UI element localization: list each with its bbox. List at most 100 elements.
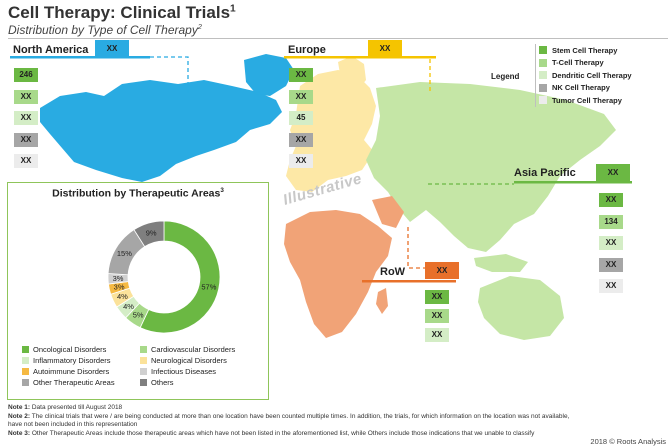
region-total-row: XX [425, 262, 459, 279]
asia-pacific-value-2: 134 [599, 214, 623, 229]
legend-label: T-Cell Therapy [552, 58, 604, 68]
footnote: Note 3: Other Therapeutic Areas include … [8, 430, 668, 439]
footnote-text: Other Therapeutic Areas include those th… [30, 429, 535, 437]
pie-legend: Oncological Disorders Cardiovascular Diso… [22, 345, 262, 387]
europe-rule [284, 56, 436, 59]
legend: Stem Cell Therapy T-Cell Therapy Dendritic… [535, 44, 632, 107]
asia-pacific-rule [514, 181, 632, 184]
pie-data-label: 5% [133, 311, 144, 320]
pie-data-label: 9% [146, 228, 157, 237]
region-label-europe: Europe [288, 44, 326, 56]
pie-data-label: 4% [117, 292, 128, 301]
footnote: Note 1: Data presented till August 2018 [8, 404, 668, 413]
footnote: have not been included in this represent… [8, 421, 668, 430]
legend-item: Stem Cell Therapy [539, 44, 632, 57]
north-america-rule [10, 56, 150, 59]
europe-value-5: XX [289, 154, 313, 168]
north-america-landmass [40, 80, 282, 182]
row-rule [362, 280, 456, 283]
europe-value-4: XX [289, 132, 313, 147]
pie-legend-swatch [140, 346, 147, 353]
legend-item: Dendritic Cell Therapy [539, 69, 632, 82]
page-title: Cell Therapy: Clinical Trials1 [8, 3, 236, 22]
legend-swatch [539, 58, 547, 67]
asia-pacific-landmass [366, 82, 616, 252]
europe-connector [404, 56, 431, 92]
page-subtitle: Distribution by Type of Cell Therapy2 [8, 22, 202, 37]
legend-item: Tumor Cell Therapy [539, 94, 632, 107]
pie-data-label: 15% [117, 249, 132, 258]
region-total-europe: XX [368, 40, 402, 57]
legend-swatch [539, 71, 547, 80]
north-america-value-4: XX [14, 132, 38, 147]
north-america-value-5: XX [14, 154, 38, 168]
legend-label: Stem Cell Therapy [552, 45, 618, 55]
pie-data-label: 57% [201, 283, 216, 292]
asia-pacific-value-4: XX [599, 257, 623, 272]
legend-item: T-Cell Therapy [539, 57, 632, 70]
pie-data-label: 3% [114, 283, 125, 292]
footnote-text: Data presented till August 2018 [30, 404, 123, 411]
indonesia-landmass [474, 254, 528, 272]
footnote-text: have not been included in this represent… [8, 421, 138, 429]
footnote-label: Note 2: [8, 412, 31, 420]
asia-pacific-value-5: XX [599, 279, 623, 293]
pie-legend-label: Inflammatory Disorders [33, 356, 111, 365]
pie-legend-item: Cardiovascular Disorders [140, 345, 258, 354]
region-total-asia-pacific: XX [596, 164, 630, 181]
north-america-value-1: 246 [14, 68, 38, 82]
pie-legend-label: Oncological Disorders [33, 345, 107, 354]
asia-pacific-value-3: XX [599, 236, 623, 250]
north-america-connector [150, 56, 189, 94]
europe-value-2: XX [289, 89, 313, 104]
europe-landmass [286, 70, 376, 192]
pie-legend-label: Other Therapeutic Areas [33, 378, 115, 387]
pie-legend-item: Oncological Disorders [22, 345, 140, 354]
pie-legend-item: Others [140, 378, 258, 387]
row-value-3: XX [425, 328, 449, 342]
legend-label: NK Cell Therapy [552, 83, 610, 93]
greenland-landmass [244, 54, 294, 96]
region-label-row: RoW [380, 266, 406, 278]
legend-swatch [539, 46, 547, 55]
therapeutic-areas-panel: Distribution by Therapeutic Areas3 57% 5%… [7, 182, 269, 400]
madagascar-landmass [376, 288, 388, 314]
scandinavia-landmass [338, 56, 366, 92]
pie-legend-item: Other Therapeutic Areas [22, 378, 140, 387]
pie-chart-title: Distribution by Therapeutic Areas3 [52, 187, 224, 200]
region-total-north-america: XX [95, 40, 129, 57]
pie-legend-label: Neurological Disorders [151, 356, 227, 365]
legend-swatch [539, 96, 547, 105]
footnotes: Note 1: Data presented till August 2018 N… [8, 404, 668, 438]
legend-title: Legend [491, 72, 520, 81]
legend-swatch [539, 83, 547, 92]
africa-landmass [284, 210, 392, 338]
pie-slice-others [133, 220, 165, 248]
pie-legend-item: Neurological Disorders [140, 356, 258, 365]
pie-legend-swatch [22, 346, 29, 353]
asia-pacific-value-1: XX [599, 193, 623, 207]
pie-data-label: 3% [113, 274, 124, 283]
footnote-label: Note 1: [8, 404, 31, 411]
north-america-value-2: XX [14, 89, 38, 104]
region-label-north-america: North America [13, 44, 89, 56]
middle-east-landmass [372, 196, 404, 228]
pie-legend-label: Others [151, 378, 174, 387]
australia-landmass [478, 276, 564, 340]
region-label-asia-pacific: Asia Pacific [514, 167, 576, 179]
pie-legend-swatch [140, 379, 147, 386]
row-value-1: XX [425, 290, 449, 304]
pie-legend-swatch [22, 379, 29, 386]
pie-legend-item: Autoimmune Disorders [22, 367, 140, 376]
europe-value-1: XX [289, 68, 313, 82]
pie-legend-swatch [22, 368, 29, 375]
pie-legend-swatch [22, 357, 29, 364]
legend-label: Tumor Cell Therapy [552, 95, 622, 105]
pie-legend-item: Inflammatory Disorders [22, 356, 140, 365]
footnote: Note 2: The clinical trials that were / … [8, 413, 668, 422]
pie-legend-swatch [140, 368, 147, 375]
pie-legend-item: Infectious Diseases [140, 367, 258, 376]
pie-slice-oncological-disorders [139, 220, 221, 334]
europe-value-3: 45 [289, 111, 313, 125]
